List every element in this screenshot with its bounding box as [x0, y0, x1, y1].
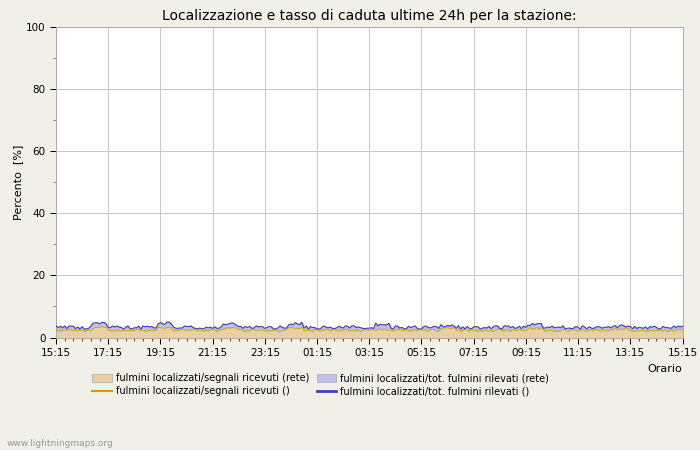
- Title: Localizzazione e tasso di caduta ultime 24h per la stazione:: Localizzazione e tasso di caduta ultime …: [162, 9, 577, 23]
- Legend: fulmini localizzati/segnali ricevuti (rete), fulmini localizzati/segnali ricevut: fulmini localizzati/segnali ricevuti (re…: [92, 374, 549, 396]
- Y-axis label: Percento  [%]: Percento [%]: [13, 144, 23, 220]
- Text: Orario: Orario: [648, 364, 682, 374]
- Text: www.lightningmaps.org: www.lightningmaps.org: [7, 439, 113, 448]
